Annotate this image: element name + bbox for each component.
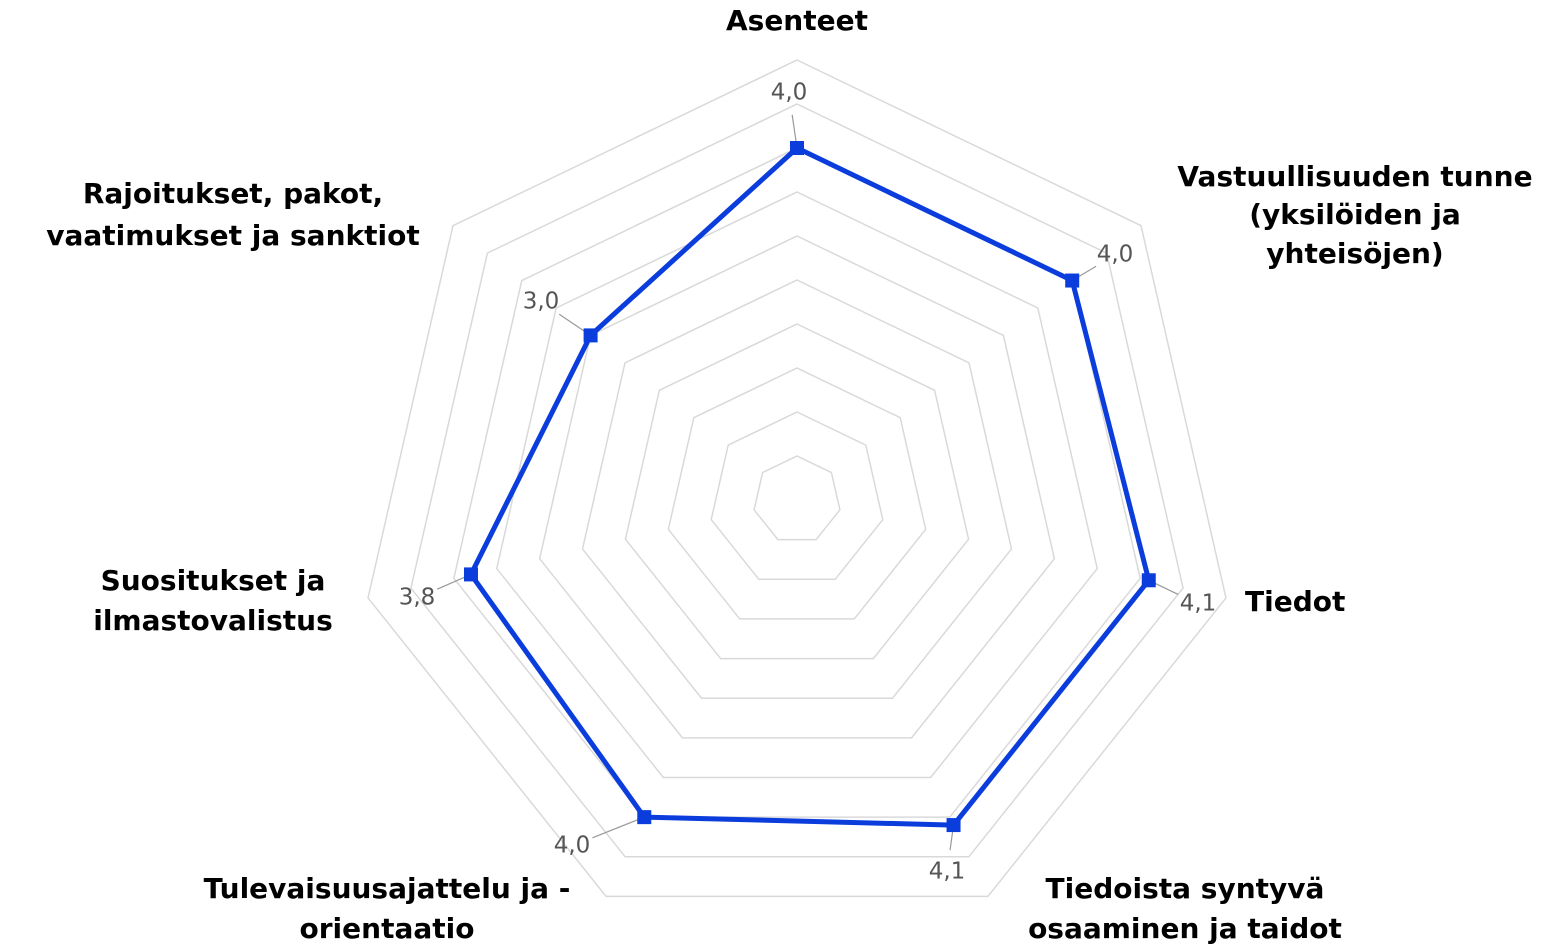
marker bbox=[790, 141, 804, 155]
grid-ring bbox=[710, 411, 884, 581]
marker bbox=[463, 567, 478, 582]
marker bbox=[1065, 273, 1080, 288]
grid-ring bbox=[581, 279, 1013, 699]
axis-label: Vastuullisuuden tunne bbox=[1177, 160, 1532, 193]
axis-label: orientaatio bbox=[300, 912, 475, 945]
grid-ring bbox=[538, 235, 1056, 739]
grid-ring bbox=[367, 59, 1227, 898]
value-label: 3,0 bbox=[523, 289, 560, 315]
axis-label: Suositukset ja bbox=[101, 564, 326, 597]
grid-ring bbox=[495, 191, 1099, 779]
axis-label: osaaminen ja taidot bbox=[1028, 912, 1342, 945]
marker bbox=[637, 810, 652, 825]
value-label: 4,0 bbox=[1097, 242, 1134, 268]
axis-label: Asenteet bbox=[726, 4, 868, 37]
axis-label: vaatimukset ja sanktiot bbox=[46, 219, 420, 252]
grid-ring bbox=[667, 367, 927, 620]
leader-line bbox=[1148, 579, 1199, 605]
value-label: 4,0 bbox=[771, 80, 808, 106]
value-label: 4,1 bbox=[929, 859, 966, 885]
leader-line bbox=[946, 824, 955, 873]
axis-label: (yksilöiden ja bbox=[1249, 198, 1461, 231]
axis-label: yhteisöjen) bbox=[1266, 237, 1443, 270]
grid-ring bbox=[624, 323, 970, 660]
marker bbox=[1141, 573, 1156, 588]
leader-line bbox=[788, 92, 798, 149]
axis-label: Tiedoista syntyvä bbox=[1046, 872, 1325, 905]
value-label: 4,0 bbox=[554, 833, 591, 859]
value-label: 4,1 bbox=[1180, 591, 1217, 617]
series-line bbox=[468, 145, 1152, 828]
value-label: 3,8 bbox=[399, 585, 436, 611]
grid-ring bbox=[410, 103, 1184, 858]
leader-line bbox=[416, 573, 472, 599]
leader-line bbox=[540, 301, 591, 336]
axis-label: Tulevaisuusajattelu ja - bbox=[204, 872, 571, 905]
axis-label: Rajoitukset, pakot, bbox=[83, 177, 383, 210]
grid-ring bbox=[753, 455, 841, 541]
axis-label: ilmastovalistus bbox=[93, 604, 333, 637]
marker bbox=[946, 818, 961, 833]
axis-label: Tiedot bbox=[1245, 585, 1345, 618]
leader-line bbox=[571, 816, 645, 847]
leader-line bbox=[1071, 254, 1116, 282]
marker bbox=[583, 328, 598, 343]
